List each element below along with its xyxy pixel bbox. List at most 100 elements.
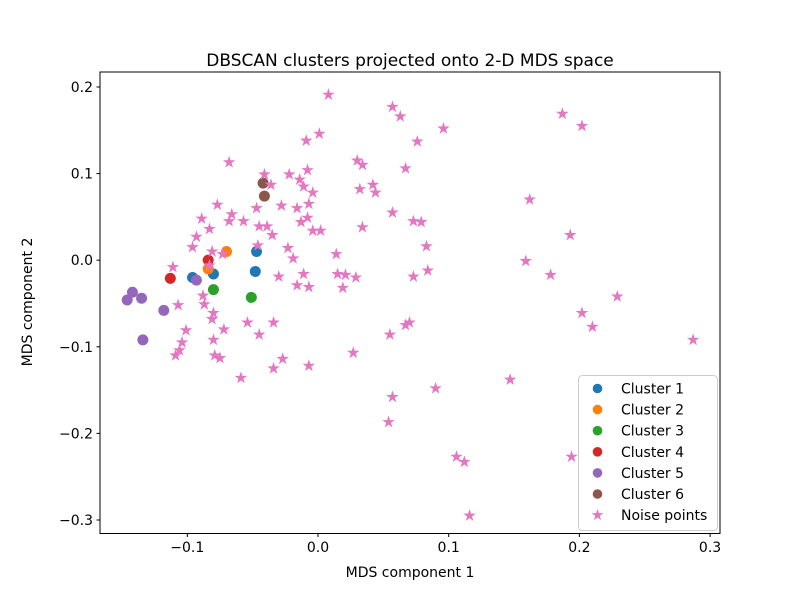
noise-point-star (302, 359, 316, 372)
legend-dot-icon (592, 489, 603, 499)
noise-point-star (407, 214, 420, 227)
noise-point-star (306, 224, 320, 237)
legend-dot-icon (592, 404, 603, 415)
noise-point-star (463, 509, 476, 521)
noise-point-star (349, 270, 363, 283)
noise-point-star (186, 240, 199, 253)
noise-point-star (272, 270, 286, 282)
noise-point-star (383, 328, 397, 340)
noise-point-star (251, 238, 265, 251)
noise-point-star (313, 127, 326, 140)
noise-point-star (353, 182, 367, 195)
noise-point-star (575, 306, 589, 319)
noise-point-star (565, 450, 578, 463)
data-points (121, 88, 700, 521)
noise-point-star (330, 247, 343, 260)
noise-point-star (563, 228, 577, 241)
legend-entry: Cluster 6 (592, 487, 684, 503)
noise-point-star (203, 222, 216, 235)
x-tick-label: 0.2 (568, 540, 590, 556)
legend-label: Cluster 3 (621, 424, 684, 440)
noise-point-star (399, 161, 412, 174)
noise-point-star (241, 315, 254, 328)
noise-point-star (281, 241, 295, 254)
legend-label: Cluster 6 (621, 487, 684, 503)
noise-point-star (213, 351, 227, 364)
noise-point-star (301, 211, 314, 224)
noise-point-star (267, 361, 280, 374)
noise-point-star (575, 119, 589, 132)
noise-point-star (450, 450, 463, 463)
noise-point-star (458, 455, 471, 468)
noise-point-star (265, 228, 279, 241)
noise-point-star (258, 167, 271, 180)
scatter-point-cluster-4 (202, 254, 214, 266)
noise-point-star (234, 371, 248, 384)
scatter-point-cluster-5 (136, 292, 148, 304)
noise-point-star (169, 348, 182, 361)
scatter-point-cluster-1 (249, 265, 261, 277)
legend-entry: Cluster 3 (592, 424, 684, 440)
noise-point-star (222, 214, 236, 227)
noise-point-star (195, 212, 208, 224)
noise-point-star (302, 280, 316, 293)
noise-point-star (411, 134, 424, 147)
x-tick-label: −0.1 (170, 540, 204, 556)
noise-point-star (290, 278, 304, 291)
y-tick-label: −0.2 (59, 426, 93, 442)
legend-label: Cluster 2 (621, 403, 684, 419)
noise-point-star (207, 306, 220, 319)
scatter-point-cluster-6 (257, 177, 269, 189)
legend-entry: Noise points (591, 508, 707, 524)
legend-box (578, 375, 718, 531)
y-tick-label: 0.1 (71, 167, 93, 183)
noise-point-star (252, 328, 266, 340)
noise-point-star (237, 214, 250, 227)
noise-point-star (314, 224, 327, 237)
noise-point-star (222, 155, 236, 168)
noise-point-star (544, 268, 557, 281)
noise-point-star (267, 315, 280, 328)
noise-point-star (179, 323, 193, 336)
y-tick-label: −0.3 (59, 513, 93, 529)
x-axis-label: MDS component 1 (346, 565, 475, 581)
noise-point-star (611, 289, 624, 302)
legend-label: Noise points (621, 508, 707, 524)
noise-point-star (208, 348, 222, 361)
noise-point-star (216, 247, 229, 260)
y-axis-label: MDS component 2 (20, 238, 36, 367)
legend: Cluster 1 Cluster 2 Cluster 3 Cluster 4 Clus… (578, 375, 718, 531)
noise-point-star (290, 201, 304, 214)
noise-point-star (414, 215, 428, 228)
noise-point-star (339, 268, 352, 281)
noise-point-star (175, 335, 189, 348)
noise-point-star (264, 178, 278, 191)
noise-point-star (366, 178, 380, 191)
noise-point-star (382, 415, 395, 428)
noise-point-star (503, 373, 517, 386)
y-tick-label: 0.0 (71, 253, 93, 269)
noise-point-star (198, 297, 211, 310)
noise-point-star (322, 88, 335, 101)
noise-point-star (286, 251, 300, 264)
scatter-point-cluster-3 (245, 291, 257, 303)
noise-point-star (297, 267, 310, 280)
noise-point-star (302, 197, 316, 210)
noise-point-star (519, 254, 533, 267)
noise-point-star (211, 198, 224, 211)
noise-point-star (586, 320, 599, 333)
legend-label: Cluster 4 (621, 445, 684, 461)
noise-point-star (347, 346, 360, 359)
legend-dot-icon (592, 468, 603, 478)
noise-point-star (350, 153, 364, 166)
legend-label: Cluster 5 (621, 466, 684, 482)
x-tick-label: 0.3 (699, 540, 721, 556)
legend-entry: Cluster 2 (592, 403, 684, 419)
noise-point-star (403, 315, 416, 328)
legend-label: Cluster 1 (621, 382, 684, 398)
scatter-point-cluster-5 (190, 274, 202, 286)
noise-point-star (276, 352, 289, 365)
scatter-point-cluster-5 (158, 304, 170, 316)
